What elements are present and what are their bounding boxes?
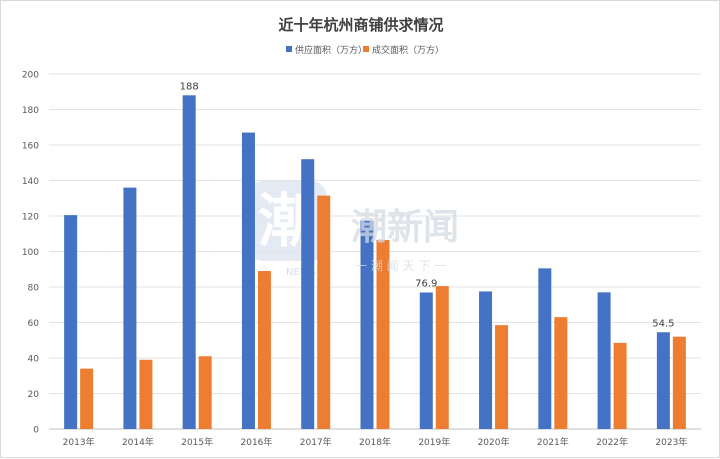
watermark-slogan: 一 潮 闻 天 下 一 — [355, 258, 446, 273]
y-tick-label: 40 — [28, 355, 40, 365]
x-tick-label: 2013年 — [63, 436, 95, 448]
data-labels: 188 76.9 54.5 — [180, 81, 675, 329]
x-tick-label: 2019年 — [418, 436, 450, 448]
x-tick-label: 2021年 — [537, 436, 569, 448]
bar-deal-2015年 — [198, 356, 212, 429]
bar-supply-2020年 — [479, 291, 493, 429]
y-tick-label: 80 — [28, 284, 40, 294]
bar-deal-2022年 — [613, 342, 627, 429]
bar-supply-2015年 — [182, 95, 196, 430]
bar-supply-2021年 — [538, 268, 552, 429]
bar-deal-2013年 — [80, 368, 94, 429]
y-tick-label: 20 — [28, 390, 40, 400]
bar-supply-2023年 — [656, 332, 670, 429]
y-tick-label: 180 — [22, 106, 39, 116]
bar-supply-2016年 — [241, 132, 255, 429]
legend-label-supply: 供应面积（万方） — [295, 44, 367, 56]
bar-deal-2023年 — [672, 336, 686, 429]
y-tick-label: 0 — [33, 426, 39, 436]
y-tick-label: 140 — [22, 177, 39, 187]
legend-item-supply: 供应面积（万方） — [286, 44, 367, 56]
y-tick-label: 200 — [22, 71, 39, 81]
data-label: 188 — [180, 81, 199, 92]
watermark-logo-sub: NEWS — [286, 267, 316, 278]
bar-deal-2021年 — [554, 317, 568, 429]
bar-supply-2017年 — [301, 159, 315, 429]
x-tick-label: 2014年 — [122, 436, 154, 448]
bar-deal-2018年 — [376, 239, 390, 429]
legend-item-deal: 成交面积（万方） — [363, 44, 444, 56]
y-tick-label: 160 — [22, 142, 39, 152]
x-tick-label: 2023年 — [655, 436, 687, 448]
bar-deal-2019年 — [435, 286, 449, 429]
bar-deal-2020年 — [495, 325, 509, 429]
bars — [64, 95, 686, 430]
data-label: 54.5 — [652, 318, 674, 329]
bar-deal-2016年 — [257, 271, 271, 429]
bar-supply-2019年 — [419, 292, 433, 429]
bar-deal-2017年 — [317, 195, 331, 429]
y-tick-label: 120 — [22, 213, 39, 223]
bar-supply-2014年 — [123, 187, 137, 429]
y-tick-label: 60 — [28, 319, 40, 329]
watermark: 潮 NEWS — [247, 181, 327, 278]
x-tick-label: 2020年 — [478, 436, 510, 448]
x-tick-label: 2022年 — [596, 436, 628, 448]
bar-supply-2018年 — [360, 220, 374, 429]
legend: 供应面积（万方） 成交面积（万方） — [286, 44, 444, 56]
legend-label-deal: 成交面积（万方） — [372, 44, 444, 56]
x-tick-label: 2015年 — [181, 436, 213, 448]
legend-swatch-supply — [286, 46, 292, 52]
data-label: 76.9 — [415, 279, 437, 290]
x-tick-label: 2016年 — [241, 436, 273, 448]
watermark-text: 潮新闻 一 潮 闻 天 下 一 — [351, 207, 459, 273]
x-axis: 2013年 2014年 2015年 2016年 2017年 2018年 2019年 2020年… — [63, 436, 688, 448]
y-tick-label: 100 — [22, 248, 39, 258]
gridlines — [49, 73, 701, 430]
y-axis: 0 20 40 60 80 100 120 140 160 180 200 — [22, 71, 39, 436]
bar-deal-2014年 — [139, 359, 153, 429]
watermark-name: 潮新闻 — [351, 207, 459, 248]
chart-title: 近十年杭州商铺供求情况 — [278, 16, 443, 34]
x-tick-label: 2018年 — [359, 436, 391, 448]
bar-supply-2022年 — [597, 292, 611, 429]
legend-swatch-deal — [363, 46, 369, 52]
x-tick-label: 2017年 — [300, 436, 332, 448]
bar-supply-2013年 — [64, 215, 78, 429]
